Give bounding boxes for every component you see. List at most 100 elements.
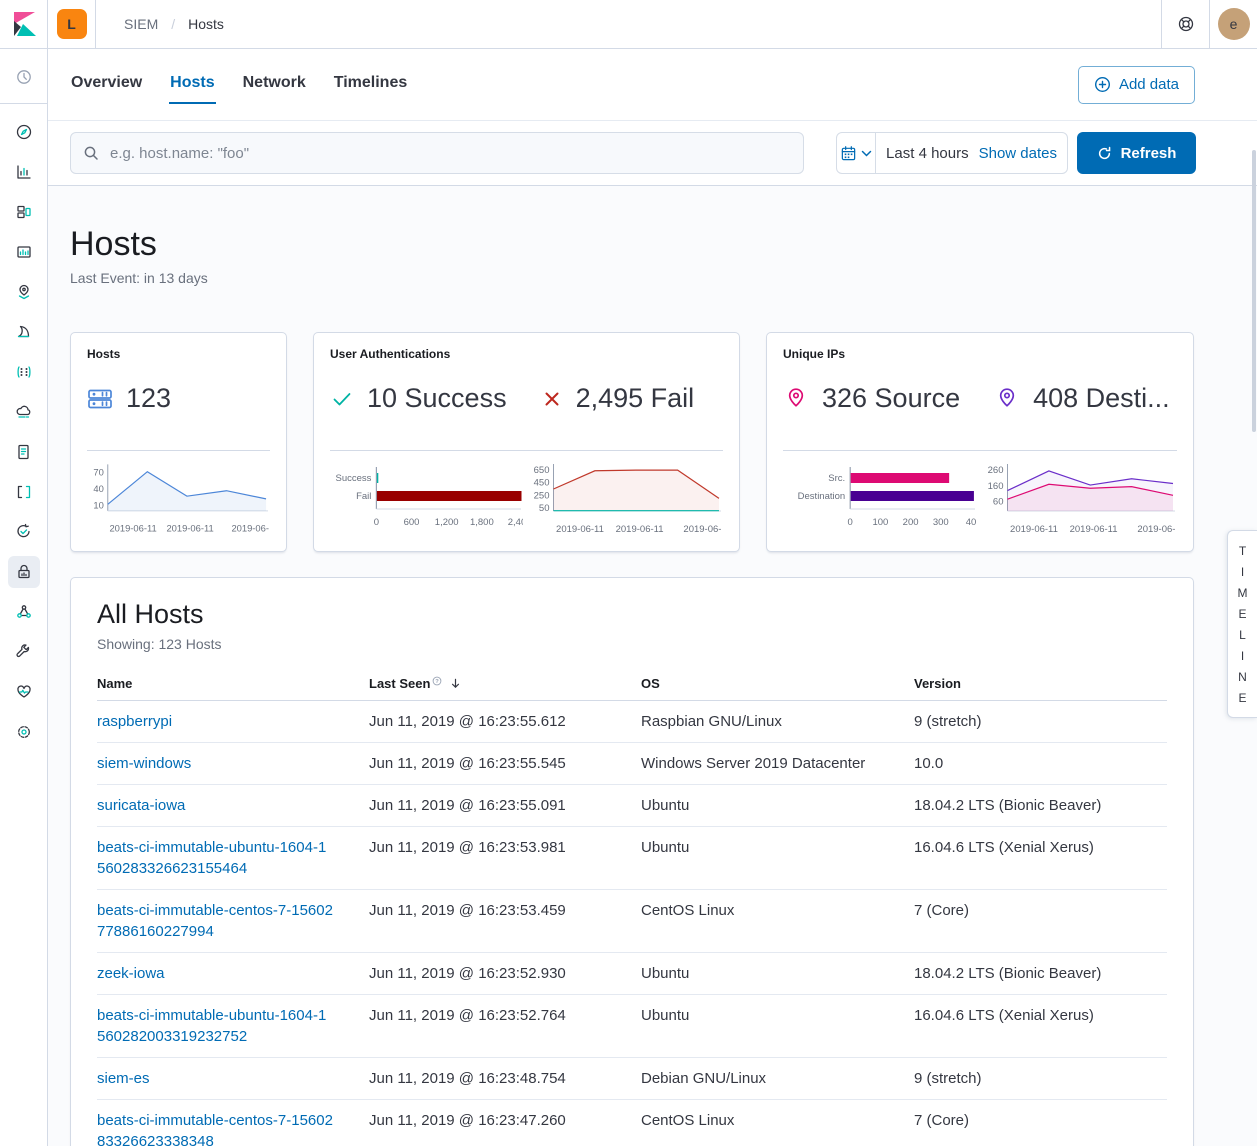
refresh-icon bbox=[1097, 146, 1112, 161]
auth-success-value: 10 Success bbox=[367, 383, 507, 414]
time-range: Last 4 hours Show dates bbox=[876, 133, 1067, 173]
svg-text:300: 300 bbox=[933, 517, 949, 528]
uptime-icon bbox=[15, 523, 33, 541]
siem-lock-icon bbox=[15, 563, 33, 581]
table-header-row: Name Last Seen ? OS bbox=[97, 676, 1167, 701]
svg-text:2019-06-11: 2019-06-11 bbox=[616, 524, 664, 535]
maps-pin-icon bbox=[15, 283, 33, 301]
version-cell: 16.04.6 LTS (Xenial Xerus) bbox=[914, 837, 1167, 858]
last-seen-cell: Jun 11, 2019 @ 16:23:53.459 bbox=[369, 900, 641, 921]
version-cell: 9 (stretch) bbox=[914, 711, 1167, 732]
space-badge[interactable]: L bbox=[57, 9, 87, 39]
user-authentications-card: User Authentications 10 Success 2,495 Fa… bbox=[313, 332, 740, 552]
host-name-link[interactable]: siem-windows bbox=[97, 755, 191, 772]
column-header-version[interactable]: Version bbox=[914, 676, 1167, 691]
svg-text:200: 200 bbox=[903, 517, 919, 528]
code-icon bbox=[15, 483, 33, 501]
svg-text:10: 10 bbox=[93, 499, 103, 510]
breadcrumb-hosts: Hosts bbox=[188, 16, 224, 32]
help-button[interactable] bbox=[1161, 0, 1209, 48]
last-seen-cell: Jun 11, 2019 @ 16:23:55.612 bbox=[369, 711, 641, 732]
host-name-link[interactable]: suricata-iowa bbox=[97, 797, 185, 814]
sidebar-item-apm[interactable] bbox=[8, 436, 40, 468]
tab-timelines[interactable]: Timelines bbox=[333, 66, 409, 104]
calendar-dropdown-button[interactable] bbox=[837, 133, 876, 173]
time-range-value[interactable]: Last 4 hours bbox=[886, 145, 969, 162]
host-name-link[interactable]: beats-ci-immutable-centos-7-156027788616… bbox=[97, 902, 333, 940]
last-seen-cell: Jun 11, 2019 @ 16:23:52.764 bbox=[369, 1005, 641, 1026]
host-name-link[interactable]: siem-es bbox=[97, 1070, 150, 1087]
svg-text:2019-06-11: 2019-06-11 bbox=[109, 523, 156, 534]
sidebar-item-management[interactable] bbox=[8, 716, 40, 748]
host-name-link[interactable]: beats-ci-immutable-centos-7-156028332662… bbox=[97, 1112, 333, 1146]
table-row: suricata-iowa Jun 11, 2019 @ 16:23:55.09… bbox=[97, 785, 1167, 827]
svg-text:260: 260 bbox=[988, 465, 1004, 476]
breadcrumb: SIEM / Hosts bbox=[96, 0, 1161, 48]
sidebar-item-machine-learning[interactable] bbox=[8, 316, 40, 348]
svg-text:1,200: 1,200 bbox=[435, 517, 459, 528]
os-cell: Debian GNU/Linux bbox=[641, 1068, 914, 1089]
table-row: raspberrypi Jun 11, 2019 @ 16:23:55.612 … bbox=[97, 701, 1167, 743]
sidebar-item-infrastructure[interactable] bbox=[8, 356, 40, 388]
search-input[interactable] bbox=[108, 144, 791, 163]
svg-text:Src.: Src. bbox=[828, 473, 845, 484]
last-seen-cell: Jun 11, 2019 @ 16:23:52.930 bbox=[369, 963, 641, 984]
svg-text:0: 0 bbox=[374, 517, 379, 528]
os-cell: Raspbian GNU/Linux bbox=[641, 711, 914, 732]
show-dates-link[interactable]: Show dates bbox=[979, 145, 1057, 162]
kibana-logo[interactable] bbox=[0, 0, 48, 48]
last-seen-cell: Jun 11, 2019 @ 16:23:53.981 bbox=[369, 837, 641, 858]
avatar[interactable]: e bbox=[1218, 8, 1250, 40]
os-cell: CentOS Linux bbox=[641, 900, 914, 921]
svg-text:40: 40 bbox=[966, 517, 977, 528]
auth-fail-value: 2,495 Fail bbox=[576, 383, 695, 414]
column-header-os[interactable]: OS bbox=[641, 676, 914, 691]
sidebar-item-uptime[interactable] bbox=[8, 516, 40, 548]
user-menu-button[interactable]: e bbox=[1209, 0, 1257, 48]
sidebar-item-monitoring[interactable] bbox=[8, 676, 40, 708]
svg-text:250: 250 bbox=[534, 490, 550, 501]
breadcrumb-separator: / bbox=[171, 16, 175, 32]
server-icon bbox=[87, 386, 113, 412]
sidebar-item-recently-viewed[interactable] bbox=[8, 61, 40, 93]
timeline-toggle-button[interactable]: T I M E L I N E bbox=[1227, 530, 1257, 718]
tab-overview[interactable]: Overview bbox=[70, 66, 143, 104]
last-seen-cell: Jun 11, 2019 @ 16:23:48.754 bbox=[369, 1068, 641, 1089]
date-picker: Last 4 hours Show dates bbox=[836, 132, 1068, 174]
host-name-link[interactable]: raspberrypi bbox=[97, 713, 172, 730]
scrollbar-thumb[interactable] bbox=[1252, 150, 1256, 432]
top-bar: L SIEM / Hosts e bbox=[0, 0, 1257, 49]
sidebar-item-maps[interactable] bbox=[8, 276, 40, 308]
host-name-link[interactable]: zeek-iowa bbox=[97, 965, 165, 982]
add-data-button[interactable]: Add data bbox=[1078, 66, 1195, 104]
gear-icon bbox=[15, 723, 33, 741]
tab-network[interactable]: Network bbox=[242, 66, 307, 104]
monitoring-heartbeat-icon bbox=[15, 683, 33, 701]
page-title: Hosts bbox=[70, 225, 1194, 264]
space-selector[interactable]: L bbox=[48, 0, 96, 48]
sidebar-item-graph[interactable] bbox=[8, 596, 40, 628]
host-name-link[interactable]: beats-ci-immutable-ubuntu-1604-156028332… bbox=[97, 839, 326, 877]
svg-text:2,40: 2,40 bbox=[508, 517, 523, 528]
sidebar-divider bbox=[0, 103, 48, 104]
refresh-button[interactable]: Refresh bbox=[1077, 132, 1196, 174]
breadcrumb-siem[interactable]: SIEM bbox=[124, 16, 158, 32]
sidebar-item-code[interactable] bbox=[8, 476, 40, 508]
sidebar-item-canvas[interactable] bbox=[8, 236, 40, 268]
sidebar-item-dashboard[interactable] bbox=[8, 196, 40, 228]
search-icon bbox=[83, 145, 99, 161]
svg-text:2019-06-: 2019-06- bbox=[231, 523, 269, 534]
sidebar-item-discover[interactable] bbox=[8, 116, 40, 148]
sidebar-item-logs[interactable] bbox=[8, 396, 40, 428]
svg-text:160: 160 bbox=[988, 481, 1004, 492]
column-header-name[interactable]: Name bbox=[97, 676, 369, 691]
all-hosts-title: All Hosts bbox=[97, 599, 1167, 630]
sidebar-item-visualize[interactable] bbox=[8, 156, 40, 188]
sidebar-item-dev-tools[interactable] bbox=[8, 636, 40, 668]
host-name-link[interactable]: beats-ci-immutable-ubuntu-1604-156028200… bbox=[97, 1007, 326, 1045]
refresh-label: Refresh bbox=[1121, 145, 1177, 162]
version-cell: 18.04.2 LTS (Bionic Beaver) bbox=[914, 795, 1167, 816]
tab-hosts[interactable]: Hosts bbox=[169, 66, 215, 104]
column-header-last-seen[interactable]: Last Seen ? bbox=[369, 676, 641, 691]
sidebar-item-siem[interactable] bbox=[8, 556, 40, 588]
